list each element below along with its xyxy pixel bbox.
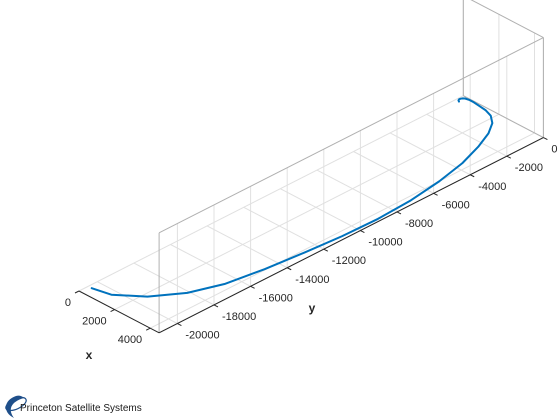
brand-logo: Princeton Satellite Systems (5, 395, 142, 418)
grid-line-y (97, 281, 178, 324)
y-tick-label: -12000 (332, 255, 366, 267)
y-tick (396, 211, 402, 215)
y-axis-line (158, 137, 544, 334)
grid-line-y (353, 151, 434, 194)
x-tick-label: 4000 (118, 334, 142, 346)
orbit-ring-icon (5, 396, 27, 412)
y-tick (360, 230, 365, 233)
grid-line-y (426, 113, 508, 157)
x-tick-label: 0 (65, 297, 71, 309)
y-tick (469, 174, 475, 178)
x-axis-line (78, 290, 160, 334)
y-tick-label: -6000 (442, 199, 470, 211)
x-tick (110, 309, 115, 313)
grid-line-y (170, 244, 251, 287)
y-tick (506, 155, 512, 159)
grid-line-y (316, 169, 398, 213)
y-tick-label: -4000 (478, 181, 506, 193)
y-tick-label: -10000 (368, 237, 402, 249)
frame-back-x (463, 95, 544, 138)
grid-line-y (389, 132, 471, 176)
y-tick-label: -16000 (259, 292, 293, 304)
y-tick-label: 0 (551, 144, 557, 156)
grid-line-y (280, 188, 361, 231)
y-tick-label: -2000 (515, 162, 543, 174)
tick-labels: 0 2000 4000 0 -2000 -4000 -6000 -8000-10000-120… (65, 144, 558, 347)
brand-name: Princeton Satellite Systems (20, 403, 142, 414)
series-line (90, 97, 494, 298)
y-tick (433, 192, 438, 196)
grid-line-y (206, 225, 288, 269)
x-tick-label: 2000 (82, 316, 106, 328)
y-tick-label: -8000 (405, 218, 433, 230)
y-tick-label: -18000 (222, 311, 256, 323)
x-tick (145, 327, 151, 331)
grid-line-y (243, 206, 325, 250)
frame-top-y (158, 37, 544, 234)
grid-line-x (78, 95, 464, 292)
y-tick (323, 248, 329, 252)
axes-frame (78, 0, 544, 334)
grid-line-y (133, 262, 215, 306)
x-axis-label: x (86, 348, 93, 362)
grid-line-x (149, 132, 535, 329)
y-tick (286, 267, 292, 271)
grid-lines (78, 0, 544, 329)
y-axis-label: y (309, 301, 316, 315)
y-tick (543, 137, 548, 140)
y-tick-label: -20000 (185, 330, 219, 342)
grid-line-x (114, 113, 500, 311)
frame-top-x (470, 0, 544, 38)
tick-marks (74, 137, 548, 331)
y-tick-label: -14000 (295, 274, 329, 286)
y-tick (177, 323, 182, 326)
x-tick (74, 290, 80, 294)
y-tick (213, 304, 219, 308)
y-tick (250, 285, 255, 289)
series-group (90, 97, 494, 298)
